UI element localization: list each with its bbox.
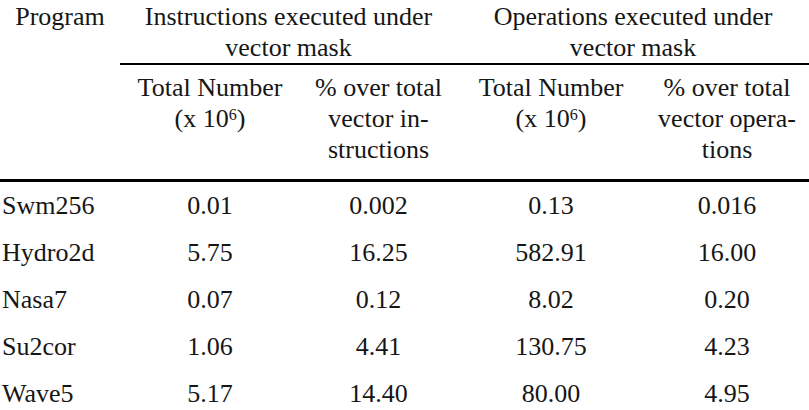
- ops-total-l2pre: (x 10: [516, 104, 570, 133]
- ops-total-value: 80.00: [457, 370, 645, 410]
- ops-pct-value: 4.23: [645, 323, 809, 370]
- paper-table-figure: Program Instructions executed under vect…: [0, 0, 809, 410]
- table-row-nasa7: Nasa7 0.07 0.12 8.02 0.20: [0, 276, 809, 323]
- table-row-su2cor: Su2cor 1.06 4.41 130.75 4.23: [0, 323, 809, 370]
- instr-total-value: 0.07: [120, 276, 300, 323]
- column-header-ops-total: Total Number (x 106): [457, 64, 645, 181]
- ops-pct-line3: tions: [645, 134, 809, 165]
- program-name: Hydro2d: [0, 229, 120, 276]
- instr-total-value: 5.75: [120, 229, 300, 276]
- instr-total-value: 5.17: [120, 370, 300, 410]
- column-header-instr-percent: % over total vector in- structions: [300, 64, 457, 181]
- ops-pct-value: 0.20: [645, 276, 809, 323]
- group-header-instructions-line1: Instructions executed under: [120, 1, 457, 32]
- ops-pct-line2: vector opera-: [645, 103, 809, 134]
- table-row-hydro2d: Hydro2d 5.75 16.25 582.91 16.00: [0, 229, 809, 276]
- table-header: Program Instructions executed under vect…: [0, 0, 809, 181]
- column-header-ops-percent: % over total vector opera- tions: [645, 64, 809, 181]
- ops-pct-value: 4.95: [645, 370, 809, 410]
- program-name: Su2cor: [0, 323, 120, 370]
- ops-total-line2: (x 106): [457, 103, 645, 134]
- instr-pct-value: 4.41: [300, 323, 457, 370]
- table-row-wave5: Wave5 5.17 14.40 80.00 4.95: [0, 370, 809, 410]
- table-row-swm256: Swm256 0.01 0.002 0.13 0.016: [0, 181, 809, 230]
- instr-pct-value: 14.40: [300, 370, 457, 410]
- instr-total-l2post: ): [237, 104, 246, 133]
- program-name: Wave5: [0, 370, 120, 410]
- ops-total-exponent: 6: [570, 106, 578, 123]
- group-header-operations: Operations executed under vector mask: [457, 0, 809, 64]
- ops-total-value: 0.13: [457, 181, 645, 230]
- masked-vector-stats-table: Program Instructions executed under vect…: [0, 0, 809, 410]
- ops-total-value: 130.75: [457, 323, 645, 370]
- instr-total-value: 1.06: [120, 323, 300, 370]
- ops-total-line1: Total Number: [457, 72, 645, 103]
- ops-pct-line1: % over total: [645, 72, 809, 103]
- instr-total-l2pre: (x 10: [175, 104, 229, 133]
- instr-pct-value: 0.12: [300, 276, 457, 323]
- instr-pct-value: 0.002: [300, 181, 457, 230]
- group-header-instructions: Instructions executed under vector mask: [120, 0, 457, 64]
- ops-total-value: 582.91: [457, 229, 645, 276]
- instr-pct-value: 16.25: [300, 229, 457, 276]
- instr-total-line2: (x 106): [120, 103, 300, 134]
- ops-pct-value: 16.00: [645, 229, 809, 276]
- instr-total-value: 0.01: [120, 181, 300, 230]
- instr-pct-line2: vector in-: [300, 103, 457, 134]
- column-header-program: Program: [0, 0, 120, 181]
- column-header-instr-total: Total Number (x 106): [120, 64, 300, 181]
- group-header-operations-line1: Operations executed under: [457, 1, 809, 32]
- program-name: Nasa7: [0, 276, 120, 323]
- program-name: Swm256: [0, 181, 120, 230]
- group-header-instructions-line2: vector mask: [120, 32, 457, 63]
- instr-pct-line3: structions: [300, 134, 457, 165]
- instr-total-exponent: 6: [229, 106, 237, 123]
- table-body: Swm256 0.01 0.002 0.13 0.016 Hydro2d 5.7…: [0, 181, 809, 410]
- ops-total-l2post: ): [578, 104, 587, 133]
- group-header-operations-line2: vector mask: [457, 32, 809, 63]
- instr-pct-line1: % over total: [300, 72, 457, 103]
- instr-total-line1: Total Number: [120, 72, 300, 103]
- ops-pct-value: 0.016: [645, 181, 809, 230]
- ops-total-value: 8.02: [457, 276, 645, 323]
